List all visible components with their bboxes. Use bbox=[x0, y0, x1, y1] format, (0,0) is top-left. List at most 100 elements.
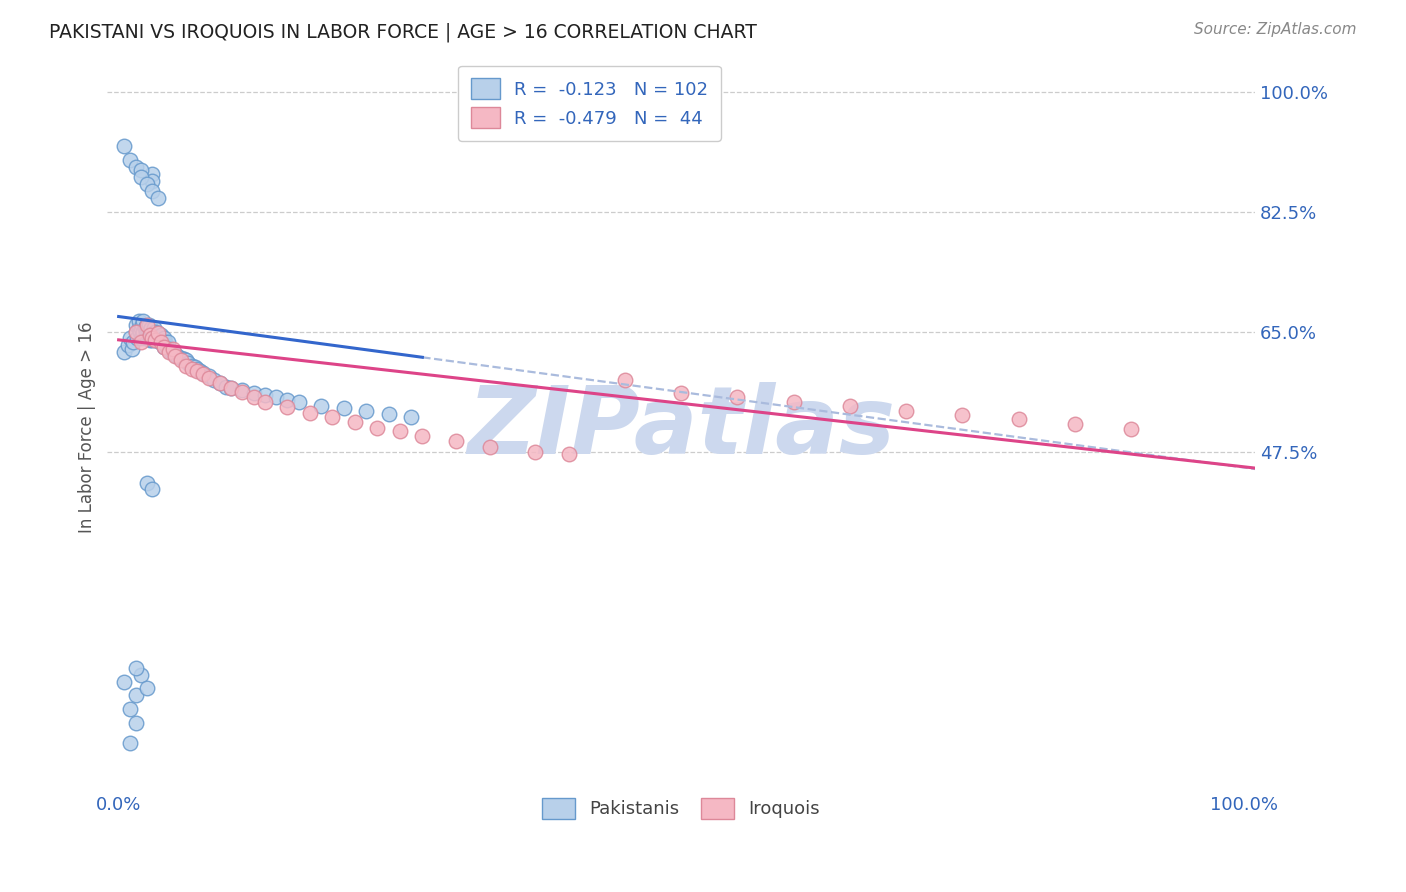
Point bbox=[332, 401, 354, 416]
Point bbox=[354, 403, 377, 417]
Point bbox=[118, 702, 141, 716]
Point bbox=[197, 369, 219, 384]
Point bbox=[399, 410, 422, 425]
Point bbox=[135, 325, 157, 339]
Point bbox=[142, 330, 165, 344]
Point bbox=[134, 331, 156, 345]
Point bbox=[139, 333, 162, 347]
Point bbox=[141, 331, 163, 345]
Point bbox=[208, 376, 231, 390]
Point bbox=[1119, 422, 1142, 436]
Point bbox=[138, 318, 160, 332]
Point bbox=[112, 345, 135, 359]
Point bbox=[143, 333, 166, 347]
Point bbox=[214, 379, 236, 393]
Point bbox=[343, 415, 366, 429]
Point bbox=[150, 334, 173, 349]
Point bbox=[782, 394, 804, 409]
Point bbox=[894, 403, 917, 417]
Point bbox=[142, 321, 165, 335]
Point bbox=[150, 333, 173, 347]
Point bbox=[613, 373, 636, 387]
Point bbox=[523, 444, 546, 458]
Point bbox=[208, 376, 231, 390]
Point bbox=[141, 321, 163, 335]
Point bbox=[135, 326, 157, 340]
Point bbox=[478, 440, 501, 454]
Point bbox=[1007, 412, 1029, 426]
Point bbox=[131, 328, 153, 343]
Point bbox=[157, 345, 180, 359]
Point bbox=[197, 371, 219, 385]
Point bbox=[162, 342, 184, 356]
Point bbox=[557, 447, 579, 461]
Legend: Pakistanis, Iroquois: Pakistanis, Iroquois bbox=[536, 790, 827, 826]
Point bbox=[129, 163, 152, 178]
Point bbox=[219, 381, 242, 395]
Point bbox=[135, 330, 157, 344]
Point bbox=[129, 321, 152, 335]
Point bbox=[276, 400, 298, 414]
Text: ZIPatlas: ZIPatlas bbox=[467, 382, 896, 474]
Point bbox=[169, 351, 191, 365]
Point bbox=[411, 429, 433, 443]
Point bbox=[152, 331, 174, 345]
Point bbox=[188, 364, 211, 378]
Point bbox=[141, 483, 163, 497]
Point bbox=[124, 715, 146, 730]
Point bbox=[298, 406, 321, 420]
Point bbox=[124, 325, 146, 339]
Point bbox=[134, 321, 156, 335]
Point bbox=[124, 325, 146, 339]
Text: PAKISTANI VS IROQUOIS IN LABOR FORCE | AGE > 16 CORRELATION CHART: PAKISTANI VS IROQUOIS IN LABOR FORCE | A… bbox=[49, 22, 756, 42]
Point bbox=[146, 191, 169, 205]
Text: Source: ZipAtlas.com: Source: ZipAtlas.com bbox=[1194, 22, 1357, 37]
Point bbox=[231, 384, 253, 399]
Point bbox=[139, 323, 162, 337]
Point bbox=[174, 353, 197, 368]
Point bbox=[186, 362, 208, 376]
Point bbox=[143, 333, 166, 347]
Point bbox=[146, 326, 169, 340]
Point bbox=[169, 353, 191, 368]
Point bbox=[157, 342, 180, 356]
Point bbox=[112, 139, 135, 153]
Point bbox=[124, 318, 146, 332]
Point bbox=[202, 373, 225, 387]
Point bbox=[141, 333, 163, 347]
Point bbox=[242, 390, 264, 404]
Point bbox=[149, 334, 172, 349]
Point bbox=[725, 390, 748, 404]
Point bbox=[124, 160, 146, 174]
Point bbox=[191, 366, 214, 380]
Point bbox=[156, 340, 179, 354]
Point bbox=[128, 314, 150, 328]
Point bbox=[242, 386, 264, 401]
Point bbox=[950, 409, 973, 423]
Point bbox=[366, 420, 388, 434]
Point bbox=[141, 326, 163, 340]
Point bbox=[166, 349, 188, 363]
Point bbox=[136, 321, 159, 335]
Point bbox=[321, 410, 343, 425]
Point bbox=[153, 334, 176, 349]
Point bbox=[669, 386, 692, 401]
Point bbox=[128, 321, 150, 335]
Point bbox=[287, 394, 309, 409]
Point bbox=[112, 674, 135, 689]
Point bbox=[163, 349, 186, 363]
Point bbox=[129, 334, 152, 349]
Point bbox=[162, 345, 184, 359]
Point bbox=[180, 362, 202, 376]
Point bbox=[174, 359, 197, 373]
Point bbox=[1063, 417, 1085, 432]
Point bbox=[146, 326, 169, 340]
Point bbox=[141, 174, 163, 188]
Y-axis label: In Labor Force | Age > 16: In Labor Force | Age > 16 bbox=[79, 322, 96, 533]
Point bbox=[138, 326, 160, 340]
Point bbox=[231, 383, 253, 397]
Point bbox=[838, 399, 860, 413]
Point bbox=[143, 325, 166, 339]
Point bbox=[141, 184, 163, 198]
Point bbox=[173, 352, 195, 367]
